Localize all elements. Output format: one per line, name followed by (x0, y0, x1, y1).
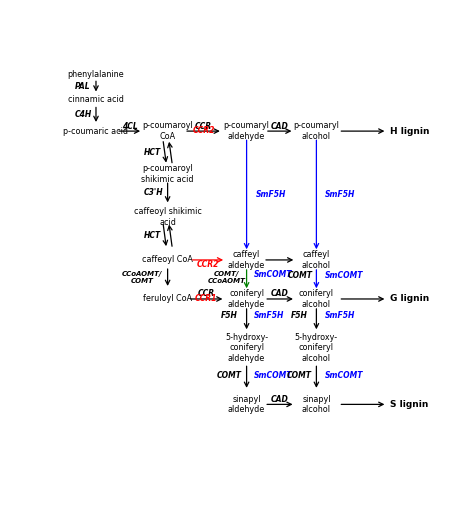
Text: SmCOMT: SmCOMT (325, 371, 363, 380)
Text: cinnamic acid: cinnamic acid (68, 95, 124, 104)
Text: F5H: F5H (221, 311, 238, 320)
Text: coniferyl
aldehyde: coniferyl aldehyde (228, 289, 265, 309)
Text: SmCOMT: SmCOMT (254, 371, 292, 380)
Text: SmF5H: SmF5H (325, 190, 355, 199)
Text: CAD: CAD (271, 289, 289, 299)
Text: C3'H: C3'H (144, 188, 164, 197)
Text: CAD: CAD (271, 395, 289, 404)
Text: sinapyl
aldehyde: sinapyl aldehyde (228, 394, 265, 414)
Text: caffeyl
aldehyde: caffeyl aldehyde (228, 250, 265, 270)
Text: caffeoyl shikimic
acid: caffeoyl shikimic acid (134, 207, 201, 227)
Text: SmF5H: SmF5H (325, 311, 355, 320)
Text: COMT: COMT (287, 371, 312, 380)
Text: p-coumaryl
aldehyde: p-coumaryl aldehyde (224, 121, 270, 141)
Text: F5H: F5H (291, 311, 308, 320)
Text: COMT: COMT (287, 271, 312, 280)
Text: phenylalanine: phenylalanine (68, 70, 124, 79)
Text: G lignin: G lignin (390, 295, 429, 304)
Text: CAD: CAD (271, 122, 289, 130)
Text: p-coumaric acid: p-coumaric acid (64, 127, 128, 135)
Text: SmF5H: SmF5H (256, 190, 286, 199)
Text: caffeoyl CoA: caffeoyl CoA (142, 256, 193, 265)
Text: sinapyl
alcohol: sinapyl alcohol (302, 394, 331, 414)
Text: H lignin: H lignin (390, 127, 429, 135)
Text: p-coumaroyl
shikimic acid: p-coumaroyl shikimic acid (141, 164, 194, 184)
Text: feruloyl CoA: feruloyl CoA (143, 295, 192, 304)
Text: SmCOMT: SmCOMT (254, 270, 292, 279)
Text: caffeyl
alcohol: caffeyl alcohol (302, 250, 331, 270)
Text: CCR1: CCR1 (195, 294, 218, 303)
Text: HCT: HCT (144, 148, 162, 157)
Text: COMT: COMT (217, 371, 242, 380)
Text: SmF5H: SmF5H (254, 311, 284, 320)
Text: S lignin: S lignin (390, 400, 428, 409)
Text: PAL: PAL (75, 82, 91, 91)
Text: 5-hydroxy-
coniferyl
aldehyde: 5-hydroxy- coniferyl aldehyde (225, 333, 268, 363)
Text: CCR2: CCR2 (192, 126, 215, 135)
Text: COMT/
CCoAOMT: COMT/ CCoAOMT (208, 271, 246, 284)
Text: CCR: CCR (195, 122, 212, 130)
Text: SmCOMT: SmCOMT (325, 271, 363, 280)
Text: C4H: C4H (74, 110, 92, 119)
Text: p-coumaroyl
CoA: p-coumaroyl CoA (142, 121, 193, 141)
Text: coniferyl
alcohol: coniferyl alcohol (299, 289, 334, 309)
Text: CCR2: CCR2 (196, 260, 219, 269)
Text: 5-hydroxy-
coniferyl
alcohol: 5-hydroxy- coniferyl alcohol (295, 333, 338, 363)
Text: HCT: HCT (144, 231, 162, 240)
Text: 4CL: 4CL (122, 122, 137, 131)
Text: CCR: CCR (198, 289, 215, 299)
Text: p-coumaryl
alcohol: p-coumaryl alcohol (293, 121, 339, 141)
Text: CCoAOMT/
COMT: CCoAOMT/ COMT (122, 271, 162, 284)
